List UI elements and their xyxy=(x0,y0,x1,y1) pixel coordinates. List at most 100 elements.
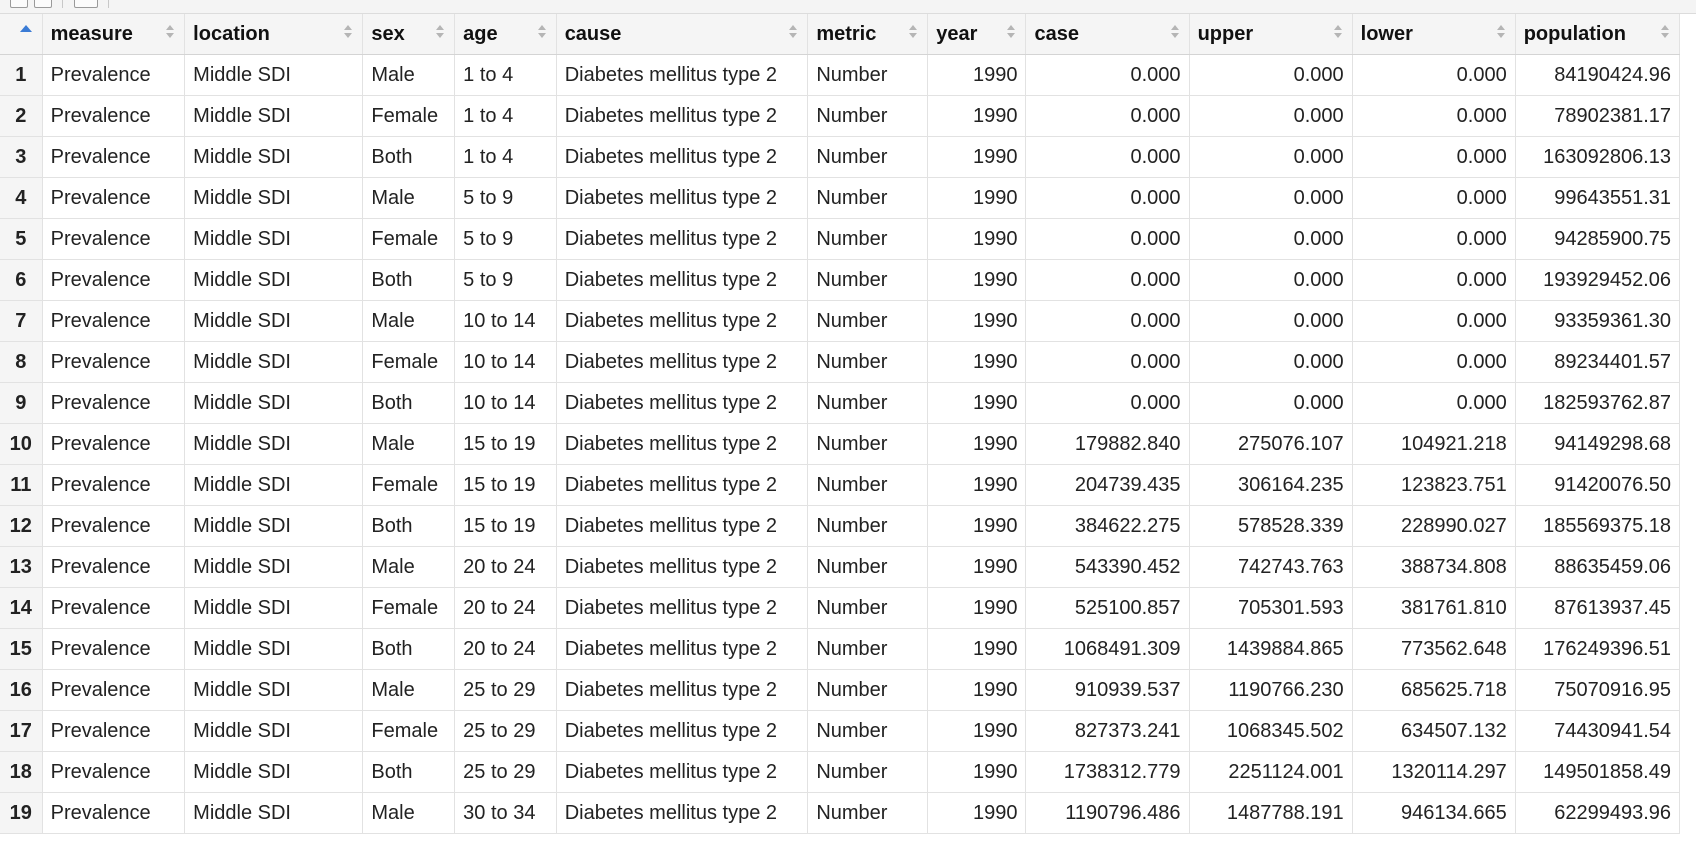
row-number: 15 xyxy=(0,628,43,670)
column-header-lower[interactable]: lower xyxy=(1352,14,1516,55)
measure-cell: Prevalence xyxy=(42,95,186,137)
measure-cell: Prevalence xyxy=(42,710,186,752)
table-row[interactable]: 2 Prevalence Middle SDI Female 1 to 4 Diabete… xyxy=(0,95,1681,137)
population-cell: 182593762.87 xyxy=(1515,382,1681,424)
data-table: measure location sex age cause metric ye… xyxy=(0,14,1681,834)
row-number: 8 xyxy=(0,341,43,383)
upper-cell: 1487788.191 xyxy=(1189,792,1353,834)
case-cell: 525100.857 xyxy=(1025,587,1190,629)
sex-cell: Male xyxy=(362,300,456,342)
case-cell: 1190796.486 xyxy=(1025,792,1190,834)
year-cell: 1990 xyxy=(927,54,1027,96)
table-row[interactable]: 17 Prevalence Middle SDI Female 25 to 29 Diab… xyxy=(0,710,1681,752)
metric-cell: Number xyxy=(807,710,929,752)
cause-cell: Diabetes mellitus type 2 xyxy=(556,300,809,342)
column-header-upper[interactable]: upper xyxy=(1189,14,1353,55)
column-header-population[interactable]: population xyxy=(1515,14,1681,55)
cause-cell: Diabetes mellitus type 2 xyxy=(556,792,809,834)
table-row[interactable]: 3 Prevalence Middle SDI Both 1 to 4 Diabetes … xyxy=(0,136,1681,178)
row-index-header[interactable] xyxy=(0,14,43,55)
table-row[interactable]: 15 Prevalence Middle SDI Both 20 to 24 Diabet… xyxy=(0,628,1681,670)
table-row[interactable]: 12 Prevalence Middle SDI Both 15 to 19 Diabet… xyxy=(0,505,1681,547)
population-cell: 89234401.57 xyxy=(1515,341,1681,383)
population-cell: 62299493.96 xyxy=(1515,792,1681,834)
population-cell: 84190424.96 xyxy=(1515,54,1681,96)
table-row[interactable]: 10 Prevalence Middle SDI Male 15 to 19 Diabet… xyxy=(0,423,1681,465)
measure-cell: Prevalence xyxy=(42,259,186,301)
sort-icon xyxy=(909,23,918,39)
location-cell: Middle SDI xyxy=(184,54,364,96)
metric-cell: Number xyxy=(807,423,929,465)
table-row[interactable]: 18 Prevalence Middle SDI Both 25 to 29 Diabet… xyxy=(0,751,1681,793)
metric-cell: Number xyxy=(807,628,929,670)
table-row[interactable]: 8 Prevalence Middle SDI Female 10 to 14 Diabe… xyxy=(0,341,1681,383)
age-cell: 15 to 19 xyxy=(454,464,557,506)
upper-cell: 275076.107 xyxy=(1189,423,1353,465)
column-header-metric[interactable]: metric xyxy=(807,14,929,55)
data-viewer-toolbar xyxy=(0,0,1696,14)
location-cell: Middle SDI xyxy=(184,669,364,711)
metric-cell: Number xyxy=(807,218,929,260)
table-row[interactable]: 4 Prevalence Middle SDI Male 5 to 9 Diabetes … xyxy=(0,177,1681,219)
age-cell: 25 to 29 xyxy=(454,669,557,711)
year-cell: 1990 xyxy=(927,95,1027,137)
location-cell: Middle SDI xyxy=(184,628,364,670)
header-row: measure location sex age cause metric ye… xyxy=(0,14,1681,55)
table-row[interactable]: 16 Prevalence Middle SDI Male 25 to 29 Diabet… xyxy=(0,669,1681,711)
column-header-measure[interactable]: measure xyxy=(42,14,186,55)
table-row[interactable]: 11 Prevalence Middle SDI Female 15 to 19 Diab… xyxy=(0,464,1681,506)
metric-cell: Number xyxy=(807,136,929,178)
table-row[interactable]: 14 Prevalence Middle SDI Female 20 to 24 Diab… xyxy=(0,587,1681,629)
filter-icon[interactable] xyxy=(74,0,98,8)
column-header-location[interactable]: location xyxy=(184,14,364,55)
cause-cell: Diabetes mellitus type 2 xyxy=(556,669,809,711)
case-cell: 0.000 xyxy=(1025,382,1190,424)
forward-icon[interactable] xyxy=(34,0,52,8)
table-row[interactable]: 5 Prevalence Middle SDI Female 5 to 9 Diabete… xyxy=(0,218,1681,260)
column-header-label: metric xyxy=(816,22,877,45)
table-row[interactable]: 6 Prevalence Middle SDI Both 5 to 9 Diabetes … xyxy=(0,259,1681,301)
table-row[interactable]: 13 Prevalence Middle SDI Male 20 to 24 Diabet… xyxy=(0,546,1681,588)
column-header-label: location xyxy=(193,22,270,45)
column-header-case[interactable]: case xyxy=(1025,14,1190,55)
cause-cell: Diabetes mellitus type 2 xyxy=(556,751,809,793)
table-row[interactable]: 7 Prevalence Middle SDI Male 10 to 14 Diabete… xyxy=(0,300,1681,342)
column-header-age[interactable]: age xyxy=(454,14,557,55)
measure-cell: Prevalence xyxy=(42,382,186,424)
location-cell: Middle SDI xyxy=(184,751,364,793)
toolbar-divider xyxy=(108,0,109,8)
cause-cell: Diabetes mellitus type 2 xyxy=(556,628,809,670)
year-cell: 1990 xyxy=(927,259,1027,301)
metric-cell: Number xyxy=(807,300,929,342)
row-number: 1 xyxy=(0,54,43,96)
upper-cell: 0.000 xyxy=(1189,300,1353,342)
sex-cell: Both xyxy=(362,136,456,178)
table-row[interactable]: 9 Prevalence Middle SDI Both 10 to 14 Diabete… xyxy=(0,382,1681,424)
table-row[interactable]: 1 Prevalence Middle SDI Male 1 to 4 Diabetes … xyxy=(0,54,1681,96)
population-cell: 88635459.06 xyxy=(1515,546,1681,588)
back-icon[interactable] xyxy=(10,0,28,8)
age-cell: 10 to 14 xyxy=(454,382,557,424)
column-header-label: measure xyxy=(50,22,133,45)
sort-icon xyxy=(537,23,546,39)
metric-cell: Number xyxy=(807,751,929,793)
age-cell: 20 to 24 xyxy=(454,628,557,670)
row-number: 2 xyxy=(0,95,43,137)
case-cell: 0.000 xyxy=(1025,54,1190,96)
metric-cell: Number xyxy=(807,587,929,629)
upper-cell: 2251124.001 xyxy=(1189,751,1353,793)
column-header-year[interactable]: year xyxy=(927,14,1027,55)
measure-cell: Prevalence xyxy=(42,300,186,342)
sex-cell: Male xyxy=(362,792,456,834)
column-header-sex[interactable]: sex xyxy=(362,14,456,55)
sort-icon xyxy=(1496,23,1505,39)
sex-cell: Both xyxy=(362,628,456,670)
year-cell: 1990 xyxy=(927,218,1027,260)
column-header-cause[interactable]: cause xyxy=(556,14,809,55)
population-cell: 163092806.13 xyxy=(1515,136,1681,178)
case-cell: 384622.275 xyxy=(1025,505,1190,547)
table-row[interactable]: 19 Prevalence Middle SDI Male 30 to 34 Diabet… xyxy=(0,792,1681,834)
lower-cell: 388734.808 xyxy=(1352,546,1516,588)
measure-cell: Prevalence xyxy=(42,423,186,465)
lower-cell: 0.000 xyxy=(1352,95,1516,137)
